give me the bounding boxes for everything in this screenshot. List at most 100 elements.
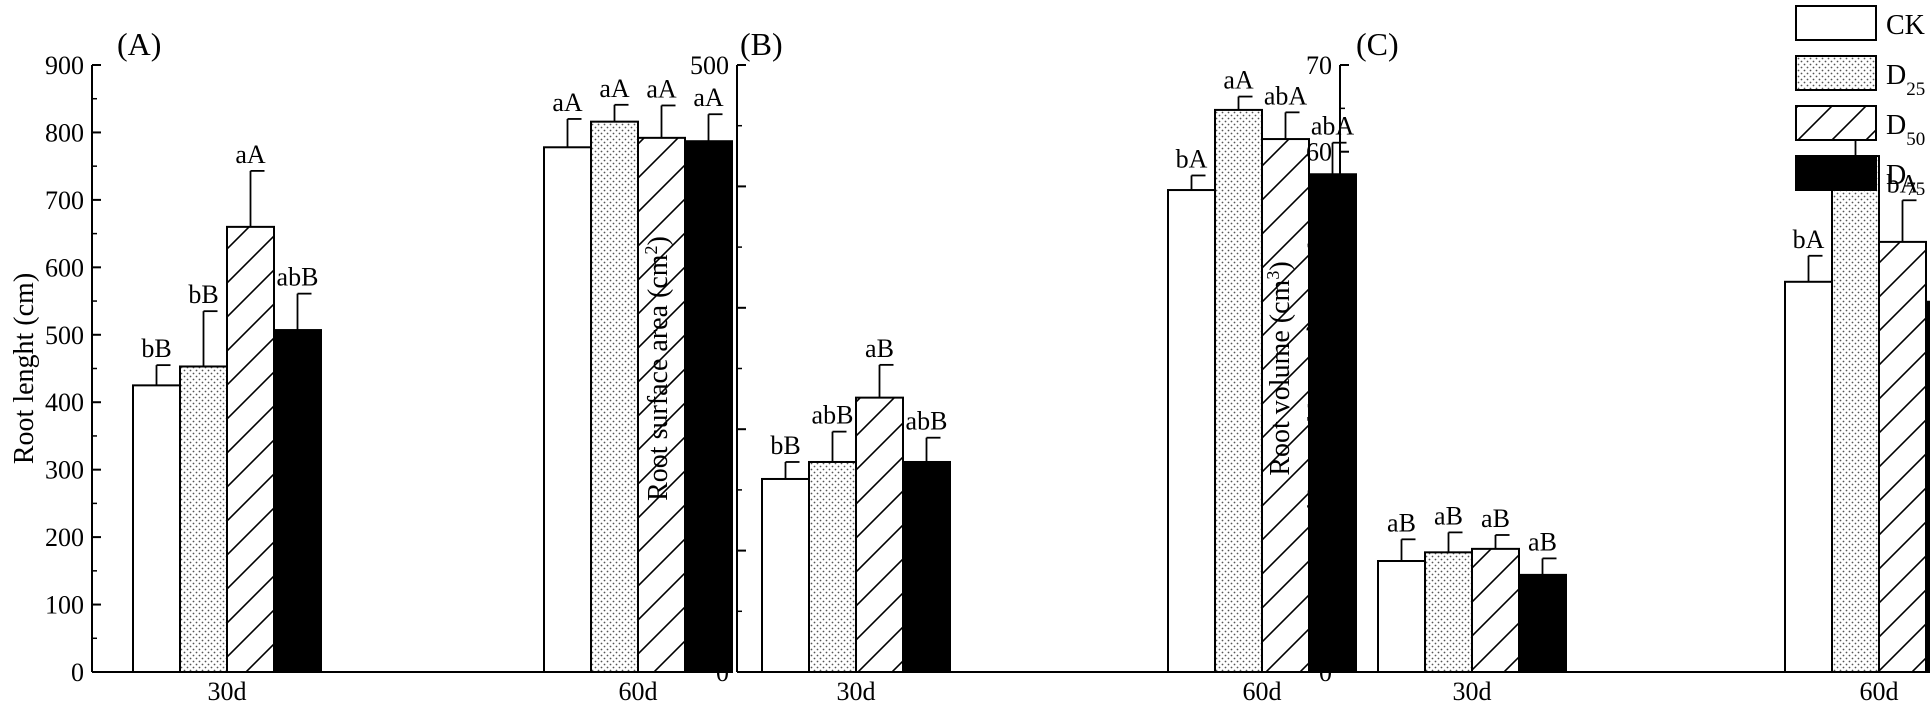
significance-label: bA bbox=[1793, 225, 1825, 254]
y-tick-label: 900 bbox=[45, 51, 84, 80]
y-tick-label: 300 bbox=[690, 294, 729, 323]
y-tick-label: 60 bbox=[1306, 138, 1332, 167]
y-tick-label: 200 bbox=[690, 415, 729, 444]
legend-label-d75: D75 bbox=[1886, 160, 1925, 200]
legend-label-text: CK bbox=[1886, 10, 1925, 41]
y-tick-label: 0 bbox=[1319, 658, 1332, 687]
legend-swatch-d25 bbox=[1795, 55, 1877, 91]
significance-label: bA bbox=[1887, 169, 1919, 198]
legend-swatch-d50 bbox=[1795, 105, 1877, 141]
panel-label: (B) bbox=[740, 26, 783, 62]
x-tick-label: 60d bbox=[619, 677, 658, 705]
bar-d25-60d bbox=[590, 120, 639, 674]
legend-label-d50: D50 bbox=[1886, 110, 1925, 150]
significance-label: bA bbox=[1176, 144, 1208, 173]
y-axis-title-end: ) bbox=[1265, 261, 1296, 270]
chart-panel-1: 0 100 200 300 400 500 600 700 800 900 (A) Root leng… bbox=[9, 26, 733, 706]
y-tick-label: 100 bbox=[45, 591, 84, 620]
legend-label-sub: 50 bbox=[1906, 129, 1925, 150]
significance-label: bB bbox=[188, 280, 218, 309]
x-tick-label: 60d bbox=[1243, 677, 1282, 705]
bar-d75-30d bbox=[902, 460, 951, 673]
y-tick-label: 70 bbox=[1306, 51, 1332, 80]
significance-label: aB bbox=[865, 334, 894, 363]
y-tick-label: 300 bbox=[45, 456, 84, 485]
bar-ck-60d bbox=[543, 146, 592, 673]
legend-swatch-d75 bbox=[1795, 155, 1877, 191]
significance-label: abB bbox=[812, 401, 854, 430]
bar-ck-30d bbox=[761, 477, 810, 673]
significance-label: aA bbox=[1223, 66, 1254, 95]
y-tick-label: 10 bbox=[1306, 571, 1332, 600]
significance-label: abB bbox=[906, 407, 948, 436]
y-tick-label: 20 bbox=[1306, 485, 1332, 514]
y-tick-label: 400 bbox=[45, 388, 84, 417]
bar-d25-30d bbox=[179, 365, 228, 673]
y-tick-label: 500 bbox=[45, 321, 84, 350]
significance-label: aA bbox=[693, 83, 724, 112]
significance-label: abA bbox=[1264, 81, 1308, 110]
legend-label-sub: 25 bbox=[1906, 79, 1925, 100]
legend-swatch-ck bbox=[1795, 5, 1877, 41]
bar-ck-60d bbox=[1784, 280, 1833, 673]
significance-label: aA bbox=[552, 88, 583, 117]
bar-d75-60d bbox=[1925, 300, 1930, 673]
x-tick-label: 30d bbox=[208, 677, 247, 705]
legend-label-sub: 75 bbox=[1906, 179, 1925, 200]
panel-label: (C) bbox=[1356, 26, 1399, 62]
y-tick-label: 600 bbox=[45, 253, 84, 282]
y-axis-title: Root lenght (cm) bbox=[9, 273, 40, 464]
y-axis-title-sup: 2 bbox=[641, 245, 661, 254]
y-axis-title-text: Root volume (cm bbox=[1265, 279, 1296, 475]
bar-d50-60d bbox=[1878, 240, 1927, 673]
significance-label: aB bbox=[1434, 501, 1463, 530]
y-tick-label: 30 bbox=[1306, 398, 1332, 427]
bar-d75-30d bbox=[273, 329, 322, 673]
bar-ck-60d bbox=[1167, 189, 1216, 674]
chart-panel-3: 0 10 20 30 40 50 60 70 (C) Root volume (cm3) aB aB a… bbox=[1263, 26, 1930, 706]
y-tick-label: 400 bbox=[690, 172, 729, 201]
significance-label: aB bbox=[1481, 504, 1510, 533]
bar-d25-60d bbox=[1214, 108, 1263, 673]
y-axis-title-end: ) bbox=[643, 236, 674, 245]
bar-d75-60d bbox=[684, 140, 733, 673]
significance-label: aA bbox=[599, 74, 630, 103]
y-tick-label: 200 bbox=[45, 523, 84, 552]
y-tick-label: 50 bbox=[1306, 224, 1332, 253]
legend-label-text: D bbox=[1886, 110, 1906, 141]
y-axis-title-sup: 3 bbox=[1263, 271, 1283, 280]
significance-label: abB bbox=[277, 263, 319, 292]
legend-label-text: D bbox=[1886, 160, 1906, 191]
significance-label: aB bbox=[1528, 527, 1557, 556]
panel-label: (A) bbox=[117, 26, 161, 62]
y-tick-label: 100 bbox=[690, 537, 729, 566]
bar-ck-30d bbox=[132, 384, 181, 673]
bar-d25-30d bbox=[808, 460, 857, 673]
significance-label: bB bbox=[770, 431, 800, 460]
y-axis-title: Root surface area (cm2) bbox=[641, 236, 674, 501]
bar-ck-30d bbox=[1377, 560, 1426, 674]
significance-label: bB bbox=[141, 334, 171, 363]
legend-label-ck: CK bbox=[1886, 10, 1925, 41]
legend-label-d25: D25 bbox=[1886, 60, 1925, 100]
significance-label: aB bbox=[1387, 508, 1416, 537]
y-tick-label: 700 bbox=[45, 186, 84, 215]
significance-label: aA bbox=[646, 74, 677, 103]
significance-label: abA bbox=[1311, 112, 1355, 141]
x-tick-label: 30d bbox=[1453, 677, 1492, 705]
y-tick-label: 800 bbox=[45, 118, 84, 147]
chart-panel-2: 0 100 200 300 400 500 (B) Root surface area (cm… bbox=[641, 26, 1357, 706]
bar-d50-60d bbox=[1261, 138, 1310, 673]
y-axis-title: Root volume (cm3) bbox=[1263, 261, 1296, 475]
bar-d50-30d bbox=[226, 225, 275, 673]
significance-label: aA bbox=[235, 140, 266, 169]
y-axis-title-text: Root lenght (cm) bbox=[9, 273, 40, 464]
y-axis-title-text: Root surface area (cm bbox=[643, 254, 674, 501]
y-tick-label: 500 bbox=[690, 51, 729, 80]
y-tick-label: 0 bbox=[71, 658, 84, 687]
bar-d25-30d bbox=[1424, 551, 1473, 673]
bar-d75-30d bbox=[1518, 573, 1567, 674]
x-tick-label: 60d bbox=[1860, 677, 1899, 705]
